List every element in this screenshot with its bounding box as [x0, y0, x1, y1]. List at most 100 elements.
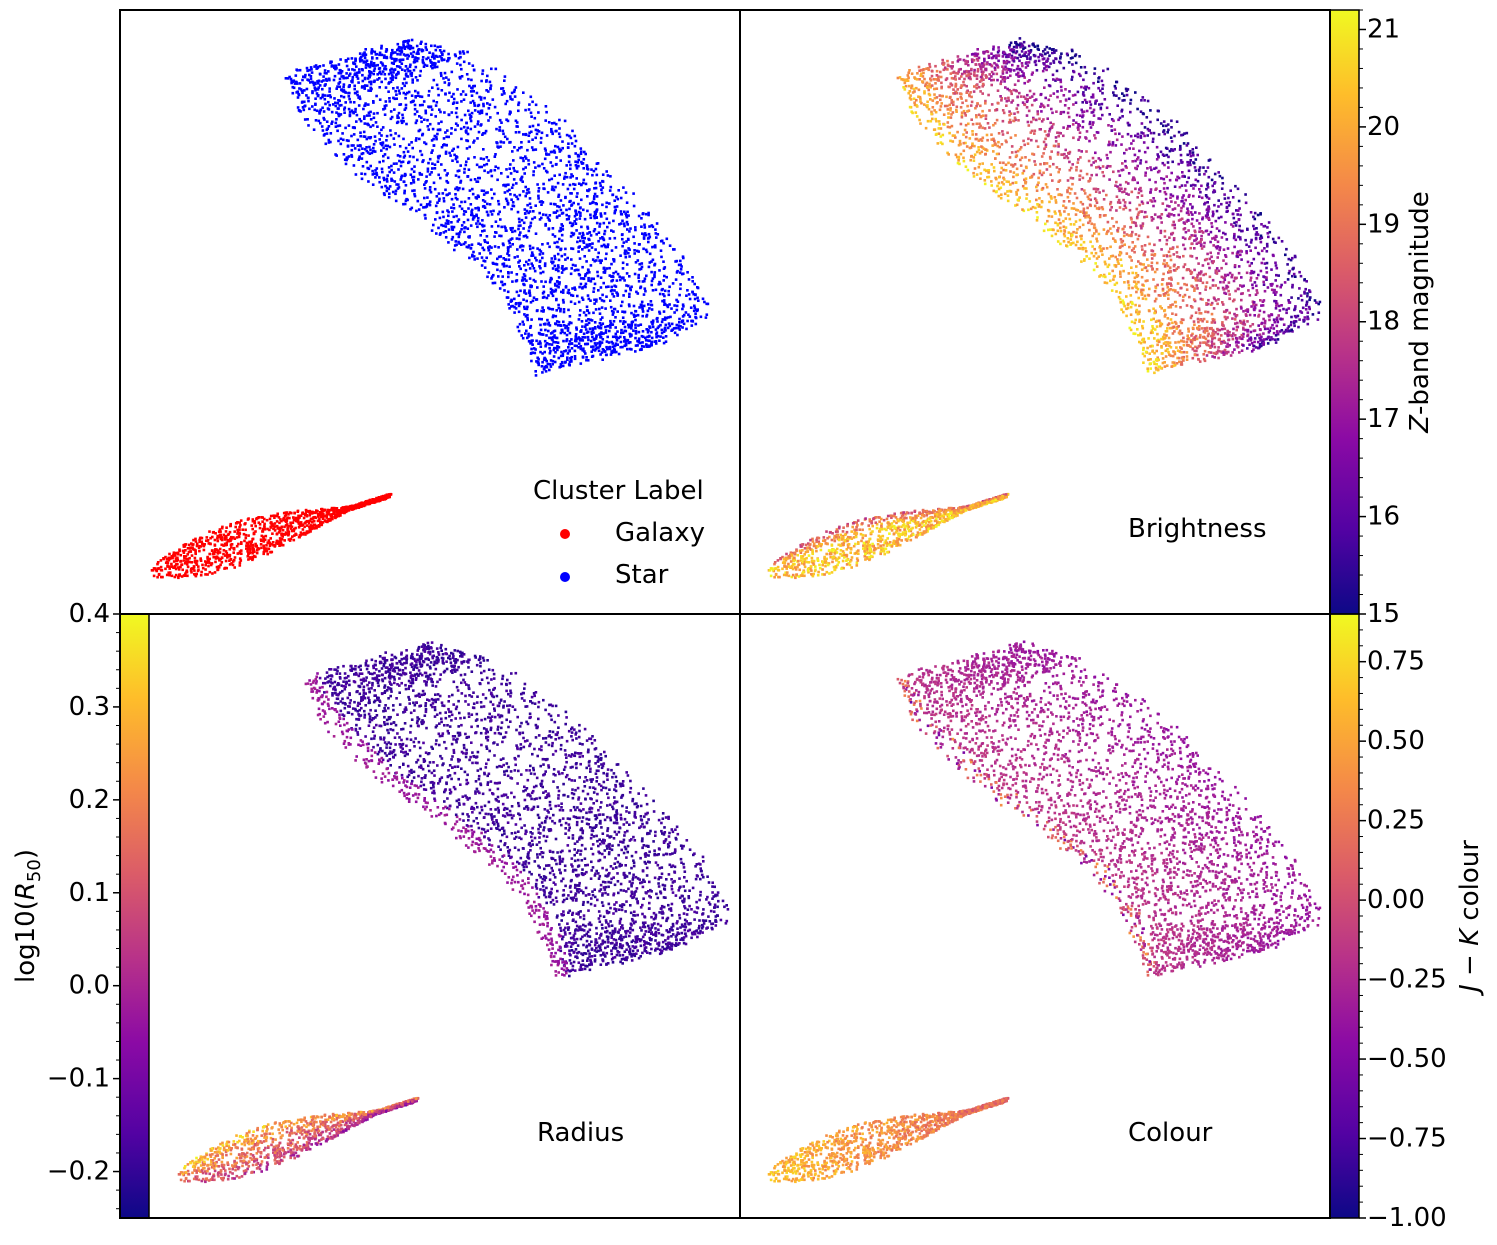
- point-star: [562, 301, 565, 304]
- point-galaxy: [180, 559, 183, 563]
- point-brightness: [1002, 176, 1005, 180]
- point-star: [380, 185, 384, 189]
- point-star: [336, 129, 339, 133]
- point-galaxy: [326, 508, 330, 512]
- point-brightness: [1303, 278, 1306, 281]
- point-star: [348, 91, 351, 95]
- point-star: [369, 118, 373, 121]
- point-star: [447, 78, 450, 82]
- point-star: [470, 243, 474, 246]
- point-star: [549, 349, 552, 353]
- point-star: [650, 343, 653, 346]
- point-star: [632, 204, 636, 208]
- point-star: [391, 190, 395, 194]
- point-brightness: [1253, 217, 1257, 221]
- point-galaxy: [364, 501, 368, 505]
- point-galaxy: [382, 497, 385, 500]
- point-galaxy: [200, 570, 203, 574]
- point-star: [437, 156, 440, 160]
- point-star: [503, 289, 506, 292]
- point-star: [641, 335, 645, 339]
- point-galaxy: [284, 524, 288, 527]
- point-galaxy: [238, 521, 241, 524]
- point-star: [361, 147, 364, 150]
- point-star: [493, 235, 496, 238]
- point-galaxy: [308, 509, 311, 513]
- point-star: [612, 230, 615, 233]
- point-star: [595, 335, 598, 339]
- point-star: [667, 293, 671, 297]
- point-star: [572, 187, 576, 191]
- point-brightness: [1174, 341, 1177, 344]
- point-star: [630, 285, 633, 289]
- point-star: [570, 142, 574, 145]
- point-brightness: [1126, 132, 1130, 136]
- point-star: [584, 325, 587, 329]
- point-star: [456, 160, 459, 164]
- point-star: [554, 144, 557, 148]
- point-star: [550, 343, 554, 346]
- point-star: [432, 61, 436, 65]
- point-star: [626, 210, 629, 214]
- point-star: [363, 77, 367, 81]
- point-brightness: [1027, 44, 1031, 48]
- point-star: [399, 53, 402, 56]
- point-star: [538, 317, 541, 321]
- point-star: [621, 316, 625, 319]
- point-brightness: [1030, 103, 1034, 107]
- point-star: [297, 93, 301, 97]
- point-star: [503, 225, 506, 228]
- point-brightness: [988, 77, 991, 80]
- point-star: [495, 127, 498, 131]
- point-galaxy: [374, 499, 377, 503]
- point-star: [664, 335, 668, 338]
- point-galaxy: [276, 514, 279, 518]
- point-star: [586, 225, 589, 229]
- point-star: [344, 76, 348, 80]
- point-star: [411, 189, 414, 193]
- point-star: [439, 176, 442, 180]
- point-star: [378, 70, 382, 73]
- point-star: [378, 176, 381, 179]
- point-galaxy: [283, 533, 287, 536]
- point-star: [461, 187, 465, 191]
- point-star: [594, 337, 598, 340]
- point-brightness: [1141, 224, 1144, 228]
- point-star: [513, 169, 516, 173]
- point-star: [475, 163, 479, 167]
- point-galaxy: [229, 538, 233, 541]
- point-star: [541, 306, 544, 309]
- point-star: [488, 203, 492, 206]
- point-star: [485, 235, 489, 238]
- point-star: [345, 64, 349, 68]
- point-star: [500, 87, 503, 90]
- point-star: [570, 231, 574, 235]
- point-star: [337, 82, 340, 85]
- point-brightness: [1166, 264, 1170, 268]
- point-galaxy: [312, 527, 316, 530]
- point-star: [670, 307, 673, 310]
- point-star: [395, 162, 398, 165]
- point-star: [383, 104, 387, 108]
- point-star: [570, 204, 573, 207]
- point-star: [612, 271, 615, 275]
- point-star: [655, 331, 659, 334]
- point-brightness: [1027, 124, 1031, 127]
- point-star: [524, 234, 528, 237]
- point-star: [384, 67, 388, 71]
- point-star: [416, 94, 420, 97]
- point-star: [623, 210, 626, 214]
- point-star: [452, 206, 456, 210]
- point-brightness: [1153, 371, 1156, 375]
- point-brightness: [1002, 168, 1005, 172]
- point-star: [634, 228, 637, 232]
- point-brightness: [1157, 133, 1161, 136]
- point-star: [392, 87, 395, 90]
- point-galaxy: [204, 568, 207, 571]
- point-star: [568, 183, 572, 187]
- point-brightness: [1040, 155, 1044, 158]
- point-brightness: [1211, 342, 1214, 346]
- point-star: [559, 208, 563, 212]
- point-brightness: [1128, 245, 1131, 249]
- point-star: [596, 162, 600, 165]
